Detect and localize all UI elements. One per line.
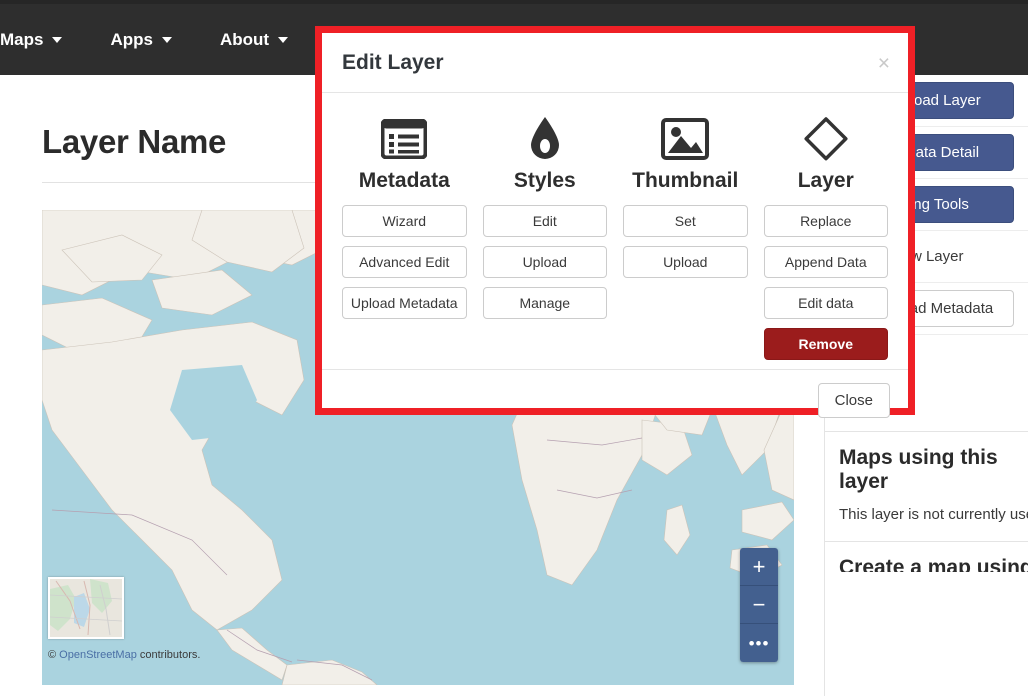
diamond-layer-icon <box>804 117 848 161</box>
modal-column-heading: Metadata <box>358 169 450 192</box>
modal-column-layer: Layer Replace Append Data Edit data Remove <box>756 111 897 369</box>
chevron-down-icon <box>161 36 172 43</box>
diamond-layer-icon-wrap <box>802 111 850 167</box>
tint-droplet-icon <box>530 117 559 159</box>
nav-item-maps[interactable]: Maps <box>0 22 86 58</box>
close-icon[interactable]: × <box>877 52 890 75</box>
nav-item-about[interactable]: About <box>196 22 312 58</box>
map-inset-preview <box>48 577 124 639</box>
modal-column-metadata: Metadata Wizard Advanced Edit Upload Metada… <box>334 111 475 369</box>
modal-body: Metadata Wizard Advanced Edit Upload Metada… <box>322 93 908 369</box>
modal-column-thumbnail: Thumbnail Set Upload <box>615 111 756 369</box>
nav-menu: Maps Apps About <box>0 22 312 58</box>
layer-append-data-button[interactable]: Append Data <box>763 246 888 278</box>
nav-item-apps[interactable]: Apps <box>86 22 196 58</box>
metadata-advanced-edit-button[interactable]: Advanced Edit <box>342 246 467 278</box>
layer-remove-button[interactable]: Remove <box>763 328 888 360</box>
chevron-down-icon <box>52 36 63 43</box>
edit-layer-modal: Edit Layer × Metadata Wizard Advanced Edit… <box>322 33 908 418</box>
modal-title: Edit Layer <box>342 51 444 74</box>
thumbnail-upload-button[interactable]: Upload <box>623 246 748 278</box>
tint-droplet-icon-wrap <box>528 111 562 167</box>
maps-using-text: This layer is not currently used. <box>839 506 1028 523</box>
chevron-down-icon <box>278 36 289 43</box>
image-icon <box>661 118 710 160</box>
close-button[interactable]: Close <box>817 383 890 418</box>
nav-item-label: About <box>219 29 270 49</box>
map-viewport[interactable]: © OpenStreetMap contributors. + − ••• <box>42 210 794 685</box>
zoom-in-button[interactable]: + <box>740 548 778 586</box>
map-attribution: © OpenStreetMap contributors. <box>48 649 200 661</box>
openstreetmap-link[interactable]: OpenStreetMap <box>59 649 137 661</box>
modal-column-heading: Thumbnail <box>632 169 739 192</box>
more-options-button[interactable]: ••• <box>740 624 778 662</box>
list-alt-icon <box>381 119 428 159</box>
modal-column-heading: Styles <box>513 169 576 192</box>
maps-using-section: Maps using this layer This layer is not … <box>825 432 1028 542</box>
thumbnail-set-button[interactable]: Set <box>623 205 748 237</box>
styles-manage-button[interactable]: Manage <box>482 287 607 319</box>
modal-column-heading: Layer <box>797 169 854 192</box>
layer-replace-button[interactable]: Replace <box>763 205 888 237</box>
edit-layer-modal-highlight: Edit Layer × Metadata Wizard Advanced Edit… <box>315 26 915 418</box>
metadata-upload-metadata-button[interactable]: Upload Metadata <box>342 287 467 319</box>
zoom-out-button[interactable]: − <box>740 586 778 624</box>
map-controls[interactable]: + − ••• <box>740 548 778 662</box>
maps-using-heading: Maps using this layer <box>839 446 998 493</box>
modal-column-styles: Styles Edit Upload Manage <box>475 111 616 369</box>
styles-upload-button[interactable]: Upload <box>482 246 607 278</box>
layer-edit-data-button[interactable]: Edit data <box>763 287 888 319</box>
nav-item-label: Apps <box>110 29 153 49</box>
styles-edit-button[interactable]: Edit <box>482 205 607 237</box>
inset-tiles <box>50 579 122 637</box>
nav-item-label: Maps <box>0 29 44 49</box>
page-title: Layer Name <box>42 123 227 160</box>
attribution-suffix: contributors. <box>136 649 201 661</box>
create-map-section: Create a map using this layer <box>825 542 1028 572</box>
map-tiles <box>42 210 794 685</box>
modal-footer: Close <box>322 369 908 431</box>
main-content: Layer Name <box>0 75 1028 696</box>
create-map-heading: Create a map using this layer <box>839 556 1028 572</box>
copyright-icon: © <box>48 649 57 661</box>
list-alt-icon-wrap <box>381 111 428 167</box>
modal-header: Edit Layer × <box>322 33 908 93</box>
metadata-wizard-button[interactable]: Wizard <box>342 205 467 237</box>
image-icon-wrap <box>661 111 710 167</box>
